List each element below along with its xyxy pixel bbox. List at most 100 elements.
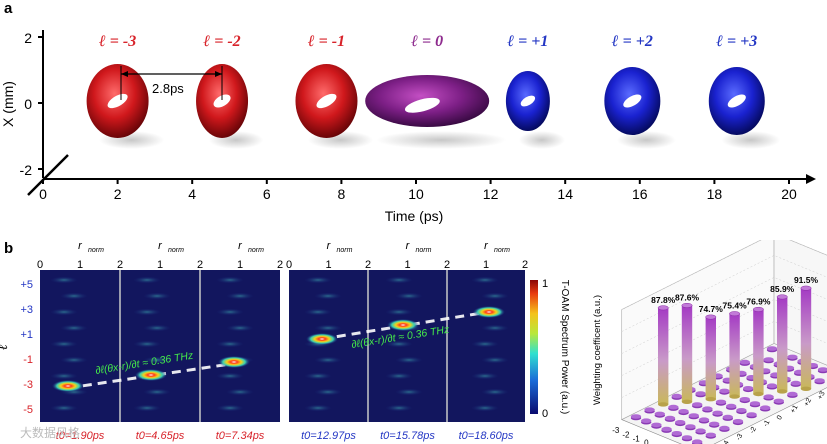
chart-col-tick: -2 xyxy=(749,426,758,435)
colorbar-label: T-OAM Spectrum Power (a.u.) xyxy=(559,280,570,414)
weight-bar xyxy=(705,317,716,400)
bar-value-label: 76.9% xyxy=(746,296,771,306)
panel-a-label: a xyxy=(4,0,13,17)
weight-bar xyxy=(729,313,740,397)
mode-label: ℓ = +2 xyxy=(611,33,653,50)
rnorm-title: r xyxy=(327,240,332,252)
ell-tick: -3 xyxy=(23,379,33,391)
panel-a-xlabel: Time (ps) xyxy=(385,208,444,224)
rnorm-tick: 2 xyxy=(365,259,371,271)
panel-a-figure: 2 0 -2 X (mm) 0 2 4 6 8 10 12 14 16 18 20 Time (ps… xyxy=(0,30,816,224)
panel-a-xtick: 6 xyxy=(263,186,271,202)
chart-row-tick: 1 xyxy=(654,443,659,444)
rnorm-sub: norm xyxy=(168,247,184,254)
rnorm-tick: 2 xyxy=(277,259,283,271)
chart-col-tick: -4 xyxy=(722,440,731,444)
rnorm-tick: 1 xyxy=(77,259,83,271)
rnorm-tick: 2 xyxy=(117,259,123,271)
chart-row-tick: 0 xyxy=(644,439,649,444)
rnorm-title: r xyxy=(158,240,163,252)
panel-a-xtick: 2 xyxy=(114,186,122,202)
mode-label: ℓ = -3 xyxy=(98,33,137,50)
ell-tick: +5 xyxy=(20,279,33,291)
rnorm-sub: norm xyxy=(88,247,104,254)
chart-col-tick: +3 xyxy=(817,390,827,400)
chart-row-tick: -3 xyxy=(612,426,620,435)
panel-a-ytick: 2 xyxy=(24,30,32,46)
spacing-annotation: 2.8ps xyxy=(152,81,184,96)
frame-time-label: t0=12.97ps xyxy=(301,430,356,442)
rnorm-tick: 2 xyxy=(522,259,528,271)
watermark: 大数据风格 xyxy=(20,426,81,440)
ell-tick: -5 xyxy=(23,404,33,416)
panel-a-xtick: 14 xyxy=(557,186,573,202)
ell-tick: +3 xyxy=(20,304,33,316)
oam-donut xyxy=(708,67,765,135)
frame-time-label: t0=7.34ps xyxy=(216,430,265,442)
mode-label: ℓ = 0 xyxy=(411,33,444,50)
chart-col-tick: +2 xyxy=(803,397,813,407)
oam-donut xyxy=(86,64,149,138)
weight-bar xyxy=(658,307,669,405)
chart-zlabel: Weighting coefficent (a.u.) xyxy=(592,295,603,405)
rnorm-title: r xyxy=(406,240,411,252)
colorbar-max: 1 xyxy=(542,278,548,290)
panel-b-ylabel: ℓ xyxy=(0,344,11,350)
rnorm-tick: 2 xyxy=(197,259,203,271)
weight-bar xyxy=(681,305,693,402)
ell-tick: +1 xyxy=(20,329,33,341)
rnorm-title: r xyxy=(484,240,489,252)
panel-a-ytick: 0 xyxy=(24,96,32,112)
panel-a-xtick: 10 xyxy=(408,186,424,202)
bar-value-label: 87.6% xyxy=(675,292,700,302)
rnorm-tick: 1 xyxy=(157,259,163,271)
frame-time-label: t0=1.90ps xyxy=(56,430,105,442)
rnorm-sub: norm xyxy=(248,247,264,254)
colorbar xyxy=(530,280,538,414)
rnorm-title: r xyxy=(238,240,243,252)
bar-value-label: 87.8% xyxy=(651,295,676,305)
rnorm-sub: norm xyxy=(416,247,432,254)
panel-a-ytick: -2 xyxy=(20,162,33,178)
mode-label: ℓ = +3 xyxy=(716,33,758,50)
rnorm-sub: norm xyxy=(494,247,510,254)
ell-tick: -1 xyxy=(23,354,33,366)
colorbar-min: 0 xyxy=(542,408,548,420)
bar-value-label: 75.4% xyxy=(723,301,748,311)
panel-b-label: b xyxy=(4,240,14,257)
bar-value-label: 74.7% xyxy=(699,304,724,314)
panel-a-xtick: 16 xyxy=(632,186,648,202)
chart-col-tick: -3 xyxy=(735,433,744,442)
weight-bar xyxy=(777,296,788,392)
frame-time-label: t0=15.78ps xyxy=(380,430,435,442)
rnorm-tick: 1 xyxy=(404,259,410,271)
oam-donut xyxy=(295,64,358,138)
bar-value-label: 85.9% xyxy=(770,284,795,294)
oam-donut xyxy=(604,67,661,135)
oam-donut xyxy=(365,75,490,127)
rnorm-tick: 1 xyxy=(483,259,489,271)
chart-col-tick: 0 xyxy=(776,414,784,421)
rnorm-title: r xyxy=(78,240,83,252)
rnorm-sub: norm xyxy=(337,247,353,254)
mode-label: ℓ = -2 xyxy=(203,33,241,50)
weight-bar xyxy=(753,309,764,394)
rnorm-tick: 0 xyxy=(286,259,292,271)
rnorm-tick: 2 xyxy=(444,259,450,271)
bar-value-label: 91.5% xyxy=(794,275,819,285)
panel-a-xtick: 12 xyxy=(483,186,499,202)
chart-row-tick: -2 xyxy=(622,430,630,439)
panel-a-xtick: 18 xyxy=(707,186,723,202)
chart-row-tick: -1 xyxy=(633,435,641,444)
frame-time-label: t0=18.60ps xyxy=(459,430,514,442)
chart-col-tick: -1 xyxy=(762,419,771,428)
panel-a-xtick: 20 xyxy=(781,186,797,202)
chart-col-tick: +1 xyxy=(790,404,800,414)
weighting-bar-chart: 87.8% 87.6%74.7% 75.4% 76.9%85.9%91.5%-3 -2-… xyxy=(592,240,827,444)
mode-label: ℓ = -1 xyxy=(307,33,346,50)
panel-a-xtick: 0 xyxy=(39,186,47,202)
mode-label: ℓ = +1 xyxy=(507,33,549,50)
rnorm-tick: 1 xyxy=(325,259,331,271)
oam-donut xyxy=(196,64,249,138)
